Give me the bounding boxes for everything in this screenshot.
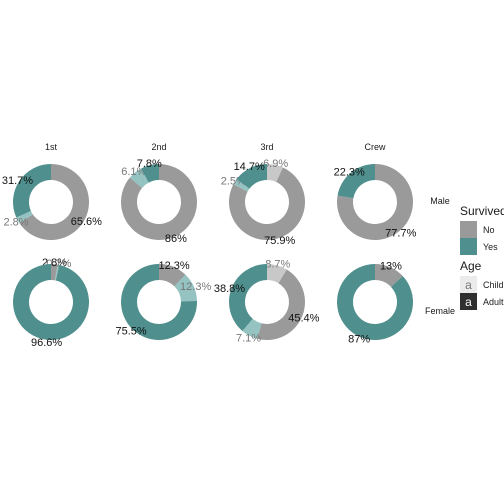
slice-label: 96.6% bbox=[31, 337, 62, 349]
slice-label: 45.4% bbox=[288, 313, 319, 325]
slice-yes-child bbox=[233, 179, 250, 192]
slice-no-adult bbox=[229, 167, 305, 241]
panel-female-crew: 13% 87% bbox=[337, 260, 413, 346]
slice-label: 77.7% bbox=[385, 228, 416, 240]
panel-female-2nd: 12.3% 12.3% 75.5% bbox=[115, 260, 211, 340]
slice-label: 22.3% bbox=[334, 166, 365, 178]
slice-yes-child bbox=[54, 264, 60, 281]
panel-male-2nd: 86% 6.1%7.8% bbox=[120, 158, 197, 245]
slice-no-adult bbox=[120, 164, 197, 241]
slice-label: 87% bbox=[348, 334, 370, 346]
legend-survived-title: Survived bbox=[460, 204, 504, 218]
slice-yes-child bbox=[174, 274, 197, 302]
slice-yes-adult bbox=[337, 264, 413, 340]
legend-label-no: No bbox=[483, 225, 495, 235]
legend-label-adult: Adult bbox=[483, 297, 504, 307]
slice-no-adult bbox=[19, 164, 89, 241]
slice-no-adult bbox=[257, 269, 306, 341]
slice-label: 65.6% bbox=[71, 216, 102, 228]
panel-female-3rd: 8.7% 45.4% 7.1% 38.8% bbox=[214, 258, 320, 344]
slice-no-child bbox=[267, 264, 287, 284]
slice-no-child bbox=[267, 164, 283, 183]
slice-yes-adult bbox=[337, 164, 375, 199]
legend-key-no bbox=[460, 221, 477, 238]
legend-key-yes bbox=[460, 238, 477, 255]
slice-label: 38.8% bbox=[214, 283, 245, 295]
row-strip-labels: Male Female bbox=[425, 196, 455, 316]
donut-panels: 65.6%2.8%31.7%86%6.1%7.8% 6.9%75.9%2.5%14… bbox=[2, 158, 417, 349]
legend-glyph-adult: a bbox=[465, 295, 472, 309]
row-label-male: Male bbox=[430, 196, 450, 206]
slice-yes-adult bbox=[13, 164, 51, 218]
slice-yes-adult bbox=[121, 264, 198, 340]
slice-no-adult bbox=[375, 264, 403, 287]
panel-male-crew: 77.7% 22.3% bbox=[334, 164, 417, 240]
strip-label-1st: 1st bbox=[45, 142, 58, 152]
slice-label: 8.7% bbox=[265, 258, 290, 270]
strip-label-2nd: 2nd bbox=[151, 142, 166, 152]
slice-label: 7.8% bbox=[137, 158, 162, 170]
slice-yes-adult bbox=[141, 164, 159, 183]
slice-yes-adult bbox=[13, 264, 90, 340]
slice-label: 14.7% bbox=[234, 161, 265, 173]
legend-key-adult bbox=[460, 293, 477, 310]
slice-no-adult bbox=[51, 264, 58, 281]
slice-label: 75.9% bbox=[264, 235, 295, 247]
slice-label: 12.3% bbox=[158, 260, 189, 272]
slice-yes-child bbox=[242, 318, 262, 339]
strip-label-crew: Crew bbox=[364, 142, 386, 152]
strip-label-3rd: 3rd bbox=[260, 142, 273, 152]
slice-yes-child bbox=[16, 210, 33, 224]
slice-no-adult bbox=[337, 164, 413, 240]
legend-label-child: Child bbox=[483, 280, 504, 290]
slice-label: 31.7% bbox=[2, 175, 33, 187]
legend-key-child bbox=[460, 276, 477, 293]
slice-label: 13% bbox=[380, 260, 402, 272]
legend: Survived No Yes Age a Child a Adult bbox=[460, 204, 504, 310]
legend-label-yes: Yes bbox=[483, 242, 498, 252]
slice-label: 75.5% bbox=[115, 326, 146, 338]
slice-yes-adult bbox=[229, 264, 267, 331]
slice-no-adult bbox=[159, 264, 186, 287]
slice-yes-adult bbox=[236, 164, 267, 189]
slice-label: 7.1% bbox=[236, 332, 261, 344]
legend-glyph-child: a bbox=[465, 278, 472, 292]
slice-label: 2.8% bbox=[3, 216, 28, 228]
legend-age-title: Age bbox=[460, 259, 482, 273]
slice-label: 6.9% bbox=[263, 158, 288, 170]
slice-yes-child bbox=[129, 168, 149, 188]
panel-male-3rd: 6.9%75.9%2.5%14.7% bbox=[221, 158, 305, 247]
slice-label: 0.7% bbox=[46, 258, 71, 270]
slice-label: 6.1% bbox=[121, 166, 146, 178]
slice-label: 86% bbox=[165, 233, 187, 245]
row-label-female: Female bbox=[425, 306, 455, 316]
panel-female-1st: 2.8%0.7%96.6% bbox=[13, 257, 90, 349]
slice-label: 12.3% bbox=[180, 281, 211, 293]
panel-male-1st: 65.6% 2.8% 31.7% bbox=[2, 164, 102, 241]
column-strip-labels: 1st 2nd 3rd Crew bbox=[45, 142, 386, 152]
